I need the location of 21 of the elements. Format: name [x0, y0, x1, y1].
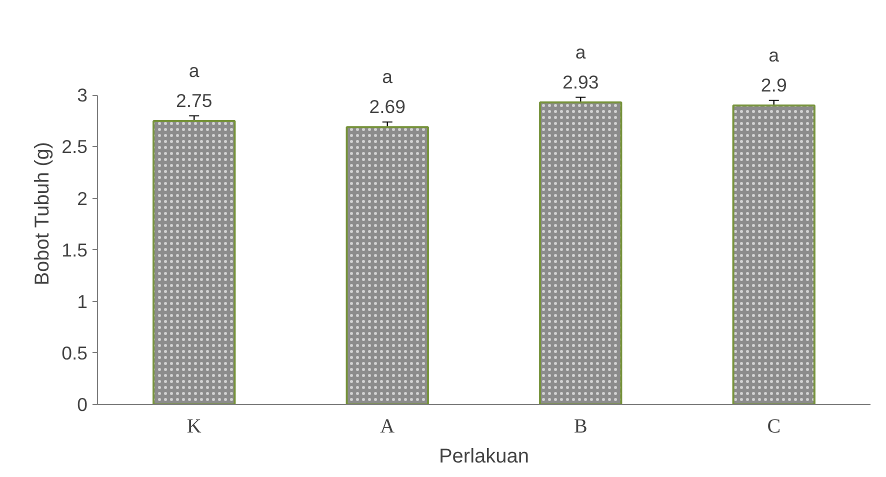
- data-label: 2.9: [760, 74, 787, 96]
- annotation: a: [382, 66, 394, 88]
- x-tick-label: C: [767, 416, 781, 438]
- y-tick-label: 1.5: [62, 239, 88, 260]
- annotation: a: [768, 44, 780, 66]
- y-tick-label: 0: [77, 394, 88, 415]
- y-axis-title: Bobot Tubuh (g): [32, 142, 54, 286]
- x-tick-label: B: [574, 416, 588, 438]
- y-tick-label: 2.5: [62, 136, 88, 158]
- annotation: a: [188, 60, 200, 81]
- data-label: 2.75: [176, 90, 212, 111]
- x-axis-title: Perlakuan: [438, 446, 530, 468]
- x-tick-label: A: [380, 416, 396, 438]
- x-tick-label: K: [186, 416, 202, 438]
- y-tick-label: 2: [77, 188, 88, 209]
- y-tick-label: 3: [77, 84, 88, 106]
- y-tick-label: 1: [77, 290, 88, 312]
- y-tick-label: 0.5: [62, 342, 88, 364]
- data-label: 2.69: [369, 96, 406, 118]
- data-label: 2.93: [562, 71, 599, 92]
- annotation: a: [575, 41, 586, 62]
